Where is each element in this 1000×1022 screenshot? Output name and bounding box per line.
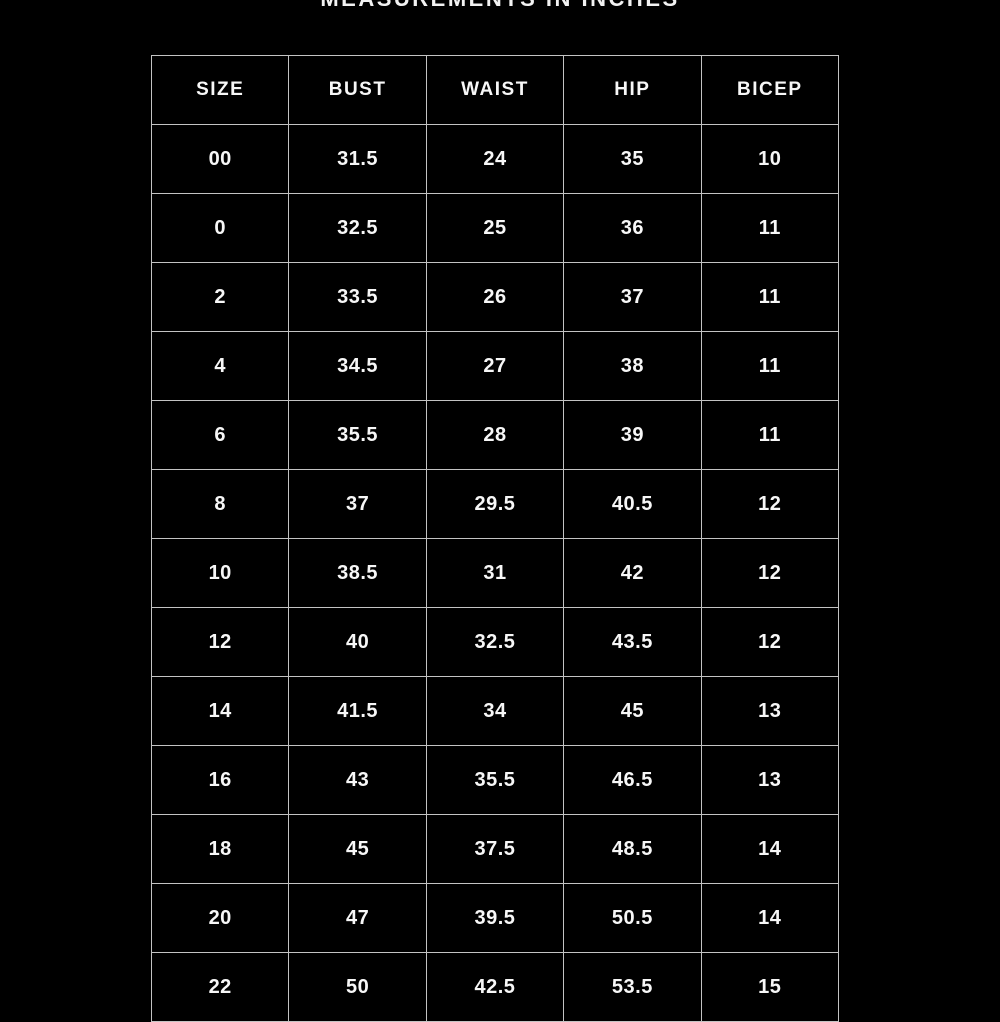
table-cell: 12 [700, 538, 840, 608]
table-cell: 0 [150, 193, 290, 263]
table-cell: 31 [425, 538, 565, 608]
table-row: 18 45 37.5 48.5 14 [150, 814, 840, 884]
table-cell: 47 [288, 883, 427, 953]
table-cell: 10 [700, 124, 840, 194]
table-cell: 34 [425, 676, 565, 746]
table-cell: 26 [425, 262, 565, 332]
table-cell: 35 [563, 124, 702, 194]
table-cell: 14 [700, 883, 840, 953]
table-cell: 18 [150, 814, 290, 884]
table-cell: 13 [700, 745, 840, 815]
table-cell: 11 [700, 193, 840, 263]
table-cell: 16 [150, 745, 290, 815]
table-row: 6 35.5 28 39 11 [150, 400, 840, 470]
table-cell: 35.5 [288, 400, 427, 470]
chart-title: MEASUREMENTS IN INCHES [0, 0, 1000, 10]
table-cell: 45 [288, 814, 427, 884]
table-cell: 13 [700, 676, 840, 746]
table-cell: 14 [700, 814, 840, 884]
table-cell: 27 [425, 331, 565, 401]
table-cell: 11 [700, 400, 840, 470]
column-header: BUST [288, 55, 427, 125]
table-cell: 40.5 [563, 469, 702, 539]
table-cell: 12 [700, 607, 840, 677]
column-header: WAIST [425, 55, 565, 125]
size-chart-table-body: 00 31.5 24 35 10 0 32.5 25 36 11 2 33.5 26 37 11 4 34.5 2… [150, 124, 840, 1022]
table-cell: 36 [563, 193, 702, 263]
table-cell: 8 [150, 469, 290, 539]
table-cell: 45 [563, 676, 702, 746]
table-cell: 46.5 [563, 745, 702, 815]
column-header: BICEP [700, 55, 840, 125]
table-cell: 33.5 [288, 262, 427, 332]
table-cell: 38 [563, 331, 702, 401]
table-cell: 43.5 [563, 607, 702, 677]
table-cell: 28 [425, 400, 565, 470]
table-row: 2 33.5 26 37 11 [150, 262, 840, 332]
table-cell: 00 [150, 124, 290, 194]
size-chart-table-head: SIZE BUST WAIST HIP BICEP [150, 55, 840, 125]
table-cell: 32.5 [425, 607, 565, 677]
table-row: 4 34.5 27 38 11 [150, 331, 840, 401]
table-cell: 50.5 [563, 883, 702, 953]
header-row: SIZE BUST WAIST HIP BICEP [150, 55, 840, 125]
column-header: HIP [563, 55, 702, 125]
table-cell: 25 [425, 193, 565, 263]
table-cell: 48.5 [563, 814, 702, 884]
table-cell: 34.5 [288, 331, 427, 401]
table-cell: 11 [700, 262, 840, 332]
table-cell: 42 [563, 538, 702, 608]
table-cell: 37 [288, 469, 427, 539]
table-cell: 12 [700, 469, 840, 539]
table-cell: 11 [700, 331, 840, 401]
table-row: 12 40 32.5 43.5 12 [150, 607, 840, 677]
table-cell: 40 [288, 607, 427, 677]
table-row: 14 41.5 34 45 13 [150, 676, 840, 746]
table-row: 8 37 29.5 40.5 12 [150, 469, 840, 539]
table-cell: 29.5 [425, 469, 565, 539]
table-cell: 2 [150, 262, 290, 332]
table-row: 16 43 35.5 46.5 13 [150, 745, 840, 815]
table-cell: 22 [150, 952, 290, 1022]
table-cell: 20 [150, 883, 290, 953]
size-chart-table: SIZE BUST WAIST HIP BICEP 00 31.5 24 35 10 0 32.5 2… [150, 55, 840, 1022]
table-row: 22 50 42.5 53.5 15 [150, 952, 840, 1022]
table-cell: 12 [150, 607, 290, 677]
table-cell: 10 [150, 538, 290, 608]
table-cell: 32.5 [288, 193, 427, 263]
table-row: 00 31.5 24 35 10 [150, 124, 840, 194]
table-cell: 37 [563, 262, 702, 332]
table-row: 10 38.5 31 42 12 [150, 538, 840, 608]
column-header: SIZE [150, 55, 290, 125]
table-cell: 39.5 [425, 883, 565, 953]
table-cell: 15 [700, 952, 840, 1022]
table-cell: 38.5 [288, 538, 427, 608]
table-cell: 24 [425, 124, 565, 194]
table-row: 0 32.5 25 36 11 [150, 193, 840, 263]
table-cell: 39 [563, 400, 702, 470]
table-cell: 53.5 [563, 952, 702, 1022]
table-cell: 31.5 [288, 124, 427, 194]
table-cell: 42.5 [425, 952, 565, 1022]
table-cell: 43 [288, 745, 427, 815]
table-cell: 6 [150, 400, 290, 470]
table-cell: 4 [150, 331, 290, 401]
table-cell: 14 [150, 676, 290, 746]
table-cell: 41.5 [288, 676, 427, 746]
table-row: 20 47 39.5 50.5 14 [150, 883, 840, 953]
table-cell: 37.5 [425, 814, 565, 884]
table-cell: 50 [288, 952, 427, 1022]
table-cell: 35.5 [425, 745, 565, 815]
